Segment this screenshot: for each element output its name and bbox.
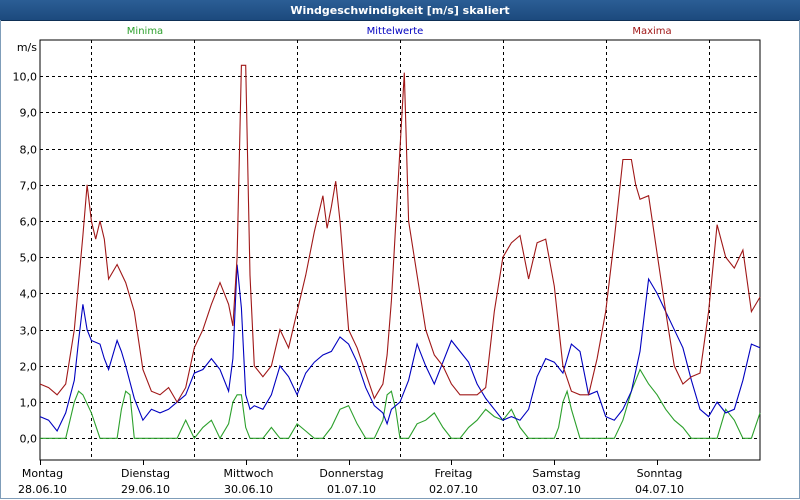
y-tick-label: 9,0 xyxy=(20,107,38,120)
legend-minima: Minima xyxy=(127,26,163,37)
x-tick-date: 03.07.10 xyxy=(532,483,581,496)
x-tick-date: 30.06.10 xyxy=(224,483,273,496)
series-line-minima xyxy=(40,368,761,440)
legend-maxima: Maxima xyxy=(632,26,671,37)
y-tick-label: 0,0 xyxy=(20,433,38,446)
x-tick-day: Mittwoch xyxy=(224,467,274,480)
x-tick-date: 29.06.10 xyxy=(121,483,170,496)
x-tick-day: Dienstag xyxy=(121,467,170,480)
y-tick-label: 2,0 xyxy=(20,361,38,374)
x-tick-day: Donnerstag xyxy=(319,467,383,480)
x-tick-date: 02.07.10 xyxy=(429,483,478,496)
x-tick-day: Sonntag xyxy=(637,467,683,480)
x-tick-date: 28.06.10 xyxy=(18,483,67,496)
y-tick-label: 4,0 xyxy=(20,288,38,301)
window-title: Windgeschwindigkeit [m/s] skaliert xyxy=(290,3,510,17)
y-tick-label: 1,0 xyxy=(20,397,38,410)
y-tick-label: 10,0 xyxy=(13,71,38,84)
x-tick-date: 04.07.10 xyxy=(635,483,684,496)
x-tick-day: Freitag xyxy=(435,467,473,480)
x-tick-day: Samstag xyxy=(532,467,580,480)
window-title-bar: Windgeschwindigkeit [m/s] skaliert xyxy=(0,0,800,21)
y-tick-label: 7,0 xyxy=(20,180,38,193)
y-tick-label: 5,0 xyxy=(20,252,38,265)
y-tick-label: 3,0 xyxy=(20,325,38,338)
legend-mittelwerte: Mittelwerte xyxy=(367,26,424,37)
x-tick-day: Montag xyxy=(22,467,63,480)
y-tick-label: 6,0 xyxy=(20,216,38,229)
y-tick-label: 8,0 xyxy=(20,144,38,157)
series-line-mittelwerte xyxy=(39,264,761,433)
x-tick-date: 01.07.10 xyxy=(327,483,376,496)
y-axis-unit: m/s xyxy=(17,41,37,54)
series-line-maxima xyxy=(39,64,761,404)
